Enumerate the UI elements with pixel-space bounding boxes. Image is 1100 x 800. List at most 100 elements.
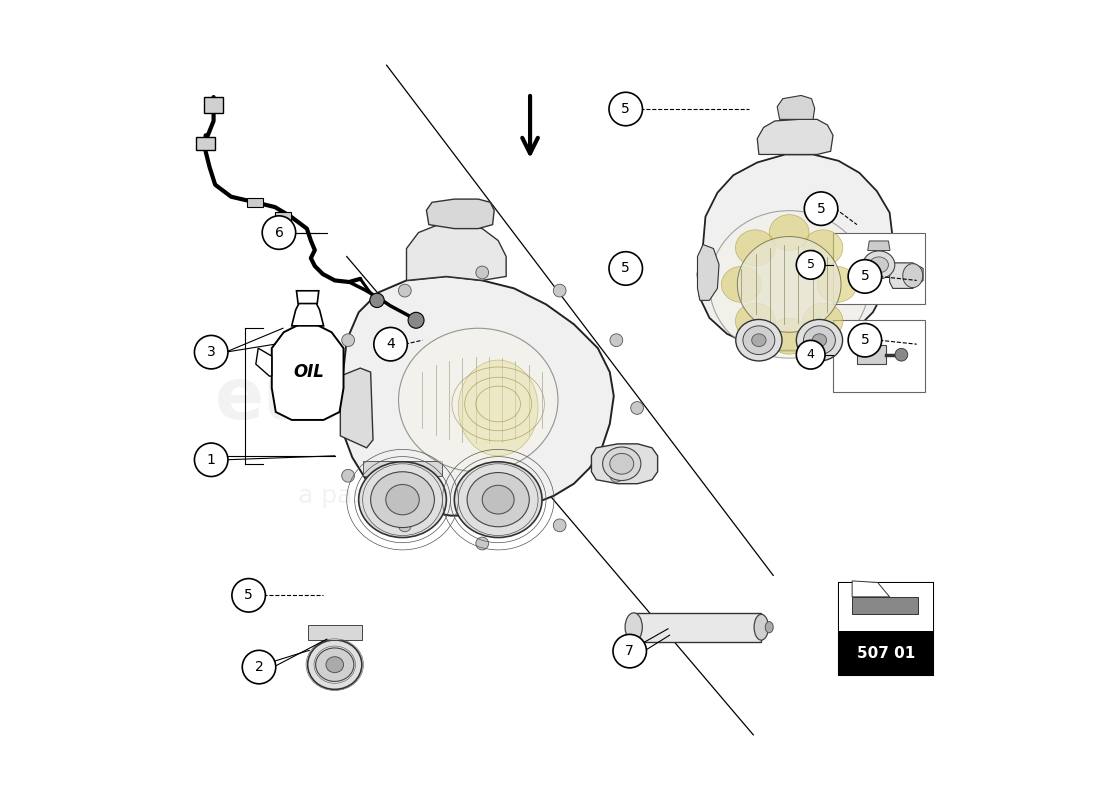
Text: 1: 1: [207, 453, 216, 466]
Ellipse shape: [459, 360, 538, 456]
Ellipse shape: [751, 334, 766, 346]
Circle shape: [613, 634, 647, 668]
Ellipse shape: [769, 318, 810, 354]
FancyBboxPatch shape: [833, 320, 925, 392]
Text: OIL: OIL: [294, 363, 324, 381]
Polygon shape: [363, 462, 442, 476]
Ellipse shape: [308, 640, 362, 690]
Ellipse shape: [862, 251, 894, 279]
Circle shape: [609, 252, 642, 285]
Polygon shape: [308, 625, 362, 640]
Ellipse shape: [803, 303, 843, 339]
Ellipse shape: [398, 328, 558, 472]
Ellipse shape: [769, 214, 810, 250]
Polygon shape: [757, 119, 833, 154]
Ellipse shape: [482, 486, 514, 514]
Polygon shape: [196, 137, 216, 150]
Ellipse shape: [812, 334, 826, 346]
Polygon shape: [297, 290, 319, 303]
Text: 5: 5: [860, 270, 869, 283]
Circle shape: [370, 293, 384, 307]
Ellipse shape: [766, 622, 773, 633]
Circle shape: [610, 334, 623, 346]
Polygon shape: [778, 95, 815, 119]
Ellipse shape: [742, 326, 774, 354]
Polygon shape: [340, 277, 614, 515]
Circle shape: [476, 537, 488, 550]
Text: 7: 7: [625, 644, 634, 658]
Ellipse shape: [737, 237, 842, 332]
Text: 507 01: 507 01: [857, 646, 915, 661]
Ellipse shape: [755, 614, 769, 640]
Circle shape: [895, 348, 908, 361]
Circle shape: [195, 443, 228, 477]
Text: 5: 5: [621, 262, 630, 275]
Ellipse shape: [803, 326, 835, 354]
Ellipse shape: [371, 472, 435, 527]
Ellipse shape: [710, 210, 869, 358]
Circle shape: [262, 216, 296, 250]
Circle shape: [398, 284, 411, 297]
Polygon shape: [868, 241, 890, 250]
Ellipse shape: [386, 485, 419, 515]
Text: 2: 2: [254, 660, 263, 674]
Text: 5: 5: [806, 258, 815, 271]
Circle shape: [848, 323, 881, 357]
Text: 6: 6: [275, 226, 284, 239]
Circle shape: [804, 192, 838, 226]
Polygon shape: [634, 613, 761, 642]
Circle shape: [321, 402, 333, 414]
Ellipse shape: [359, 462, 447, 538]
Circle shape: [232, 578, 265, 612]
Polygon shape: [592, 444, 658, 484]
Text: 3: 3: [207, 345, 216, 359]
Polygon shape: [407, 225, 506, 281]
Ellipse shape: [817, 266, 857, 302]
Ellipse shape: [903, 264, 923, 287]
Polygon shape: [890, 263, 923, 288]
Circle shape: [796, 250, 825, 279]
Polygon shape: [272, 324, 343, 420]
Circle shape: [630, 402, 644, 414]
Circle shape: [796, 340, 825, 369]
Circle shape: [374, 327, 407, 361]
Circle shape: [342, 334, 354, 346]
Ellipse shape: [736, 303, 776, 339]
Ellipse shape: [625, 613, 642, 642]
Polygon shape: [256, 348, 272, 376]
Ellipse shape: [609, 454, 634, 474]
FancyBboxPatch shape: [838, 583, 933, 675]
FancyBboxPatch shape: [838, 631, 933, 675]
Text: 5: 5: [816, 202, 825, 216]
Polygon shape: [204, 97, 223, 113]
Polygon shape: [852, 597, 917, 614]
Ellipse shape: [603, 447, 641, 481]
Polygon shape: [427, 199, 494, 229]
Ellipse shape: [454, 462, 542, 538]
Text: europarts: europarts: [214, 366, 614, 434]
Ellipse shape: [326, 657, 343, 673]
Text: a passion for parts: a passion for parts: [298, 484, 531, 508]
Polygon shape: [697, 245, 719, 300]
FancyBboxPatch shape: [833, 233, 925, 304]
Ellipse shape: [803, 230, 843, 266]
Polygon shape: [340, 368, 373, 448]
Circle shape: [553, 519, 566, 532]
Circle shape: [848, 260, 881, 293]
Circle shape: [553, 284, 566, 297]
Circle shape: [609, 92, 642, 126]
Ellipse shape: [468, 473, 529, 526]
Ellipse shape: [736, 230, 776, 266]
Text: 5: 5: [621, 102, 630, 116]
Ellipse shape: [722, 266, 761, 302]
Polygon shape: [248, 198, 263, 207]
Polygon shape: [292, 302, 323, 326]
Polygon shape: [697, 154, 893, 350]
FancyBboxPatch shape: [838, 583, 933, 631]
Polygon shape: [857, 345, 887, 364]
Ellipse shape: [736, 319, 782, 361]
Circle shape: [242, 650, 276, 684]
Text: 5: 5: [860, 334, 869, 347]
Circle shape: [195, 335, 228, 369]
Text: 4: 4: [386, 337, 395, 351]
